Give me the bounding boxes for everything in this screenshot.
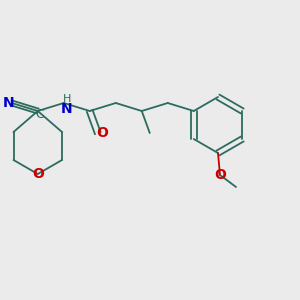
Text: H: H (63, 94, 71, 104)
Text: N: N (61, 102, 73, 116)
Text: O: O (32, 167, 44, 181)
Text: N: N (3, 96, 15, 110)
Text: O: O (214, 168, 226, 182)
Text: C: C (35, 107, 44, 121)
Text: O: O (96, 126, 108, 140)
